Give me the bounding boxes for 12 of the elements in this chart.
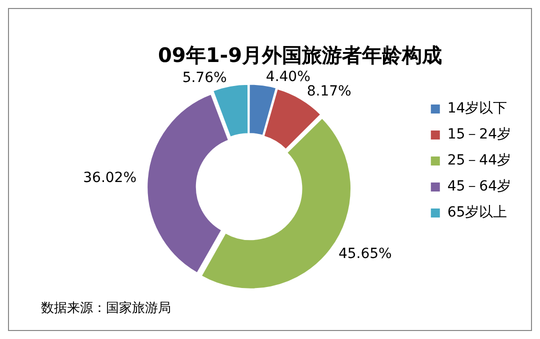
source-note: 数据来源：国家旅游局: [40, 300, 172, 317]
legend-label: 45－64岁: [447, 178, 512, 195]
legend-label: 25－44岁: [447, 152, 512, 169]
legend-label: 14岁以下: [447, 100, 508, 117]
data-label: 5.76%: [182, 70, 227, 86]
data-label: 4.40%: [266, 69, 310, 86]
data-label: 45.65%: [338, 246, 392, 262]
legend-label: 15－24岁: [447, 126, 512, 143]
data-label: 36.02%: [83, 170, 137, 186]
data-label: 8.17%: [306, 83, 352, 100]
chart-title: 09年1-9月外国旅游者年龄构成: [158, 43, 442, 68]
legend-label: 65岁以上: [447, 204, 508, 221]
